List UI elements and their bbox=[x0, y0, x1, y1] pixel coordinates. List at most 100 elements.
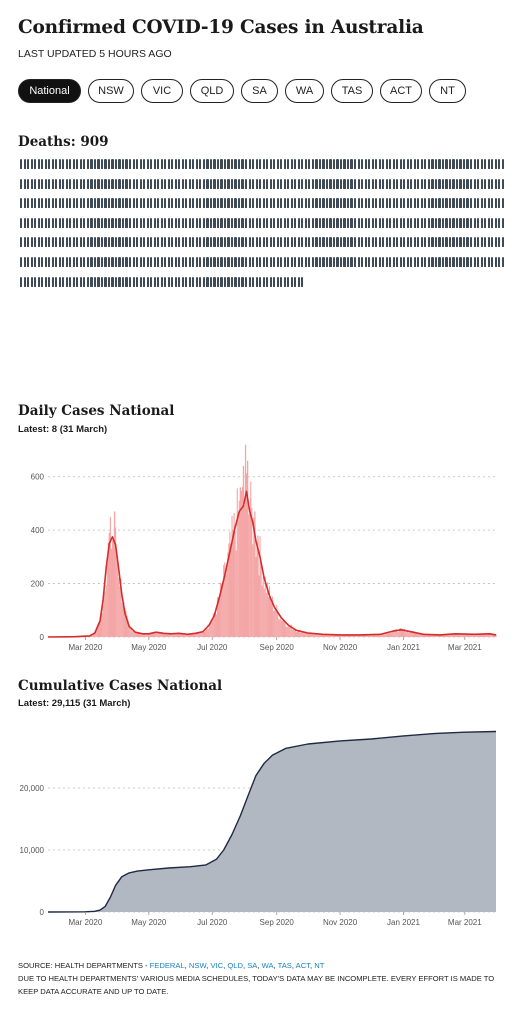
daily-bar bbox=[318, 633, 320, 637]
tab-nt[interactable]: NT bbox=[429, 79, 466, 103]
cumulative-cases-chart: 0 10,000 20,000 Mar 2020 May 2020 Jul 2020 Sep… bbox=[20, 730, 497, 927]
source-link-qld[interactable]: QLD bbox=[227, 961, 243, 970]
person-icon bbox=[174, 256, 177, 267]
person-icon bbox=[128, 276, 132, 287]
person-icon bbox=[41, 276, 44, 287]
daily-bar bbox=[97, 625, 99, 637]
source-prefix: SOURCE: HEALTH DEPARTMENTS - bbox=[18, 961, 150, 970]
daily-bar bbox=[445, 634, 447, 637]
daily-bar bbox=[107, 542, 109, 637]
person-icon bbox=[234, 237, 237, 248]
daily-bar bbox=[381, 633, 383, 637]
person-icon bbox=[297, 198, 300, 209]
person-icon bbox=[62, 217, 65, 228]
person-icon bbox=[280, 159, 283, 169]
person-icon bbox=[93, 237, 97, 248]
tab-sa[interactable]: SA bbox=[241, 79, 278, 103]
person-icon bbox=[76, 198, 79, 209]
person-icon bbox=[83, 256, 86, 267]
person-icon bbox=[160, 237, 163, 248]
person-icon bbox=[23, 198, 26, 209]
person-icon bbox=[448, 178, 452, 189]
daily-bar bbox=[321, 634, 324, 637]
daily-bar bbox=[382, 633, 384, 637]
daily-bar bbox=[260, 561, 262, 637]
tab-wa[interactable]: WA bbox=[285, 79, 324, 103]
person-icon bbox=[93, 256, 97, 267]
person-icon bbox=[150, 178, 153, 189]
person-icon bbox=[308, 198, 311, 209]
person-icon bbox=[37, 217, 40, 228]
person-icon bbox=[199, 276, 202, 287]
person-icon bbox=[431, 217, 434, 228]
person-icon bbox=[329, 198, 332, 209]
person-icon bbox=[252, 178, 255, 189]
person-icon bbox=[111, 237, 114, 248]
daily-bar bbox=[395, 629, 397, 637]
daily-bar bbox=[151, 633, 153, 637]
person-icon bbox=[480, 217, 483, 228]
person-icon bbox=[27, 256, 30, 267]
source-link-nt[interactable]: NT bbox=[314, 961, 325, 970]
daily-bar bbox=[211, 618, 213, 637]
cumulative-latest-text: Latest: 29,115 (31 March) bbox=[18, 698, 131, 709]
person-icon bbox=[41, 237, 44, 248]
person-icon bbox=[276, 256, 279, 267]
person-icon bbox=[220, 217, 223, 228]
person-icon bbox=[72, 198, 75, 209]
source-link-wa[interactable]: WA bbox=[261, 961, 274, 970]
source-link-federal[interactable]: FEDERAL bbox=[149, 961, 185, 970]
source-link-nsw[interactable]: NSW bbox=[188, 961, 207, 970]
person-icon bbox=[164, 198, 167, 209]
person-icon bbox=[100, 256, 104, 267]
person-icon bbox=[65, 178, 68, 189]
daily-bar bbox=[353, 634, 355, 637]
person-icon bbox=[79, 256, 82, 267]
person-icon bbox=[332, 217, 336, 228]
daily-bar bbox=[357, 634, 359, 637]
person-icon bbox=[167, 276, 170, 287]
person-icon bbox=[276, 159, 279, 169]
person-icon bbox=[297, 256, 300, 267]
daily-bar bbox=[244, 444, 247, 637]
person-icon bbox=[230, 217, 234, 228]
person-icon bbox=[69, 237, 72, 248]
person-icon bbox=[269, 159, 272, 169]
person-icon bbox=[48, 159, 51, 169]
tab-vic[interactable]: VIC bbox=[141, 79, 183, 103]
person-icon bbox=[368, 178, 371, 189]
tab-national[interactable]: National bbox=[18, 79, 81, 103]
daily-bar bbox=[214, 612, 216, 637]
daily-bar bbox=[484, 633, 486, 637]
tab-tas[interactable]: TAS bbox=[331, 79, 373, 103]
tab-nsw[interactable]: NSW bbox=[88, 79, 134, 103]
person-icon bbox=[136, 198, 139, 209]
person-icon bbox=[160, 178, 163, 189]
person-icon bbox=[125, 198, 128, 209]
person-icon bbox=[237, 178, 241, 189]
source-link-sa[interactable]: SA bbox=[247, 961, 258, 970]
person-icon bbox=[452, 198, 455, 209]
person-icon bbox=[23, 237, 26, 248]
x-tick-label: Nov 2020 bbox=[323, 643, 358, 652]
source-link-act[interactable]: ACT bbox=[295, 961, 311, 970]
daily-bar bbox=[450, 633, 452, 637]
person-icon bbox=[48, 217, 51, 228]
person-icon bbox=[114, 217, 118, 228]
person-icon bbox=[146, 276, 149, 287]
tab-qld[interactable]: QLD bbox=[190, 79, 234, 103]
daily-bar bbox=[448, 633, 450, 637]
person-icon bbox=[339, 159, 343, 169]
person-icon bbox=[445, 256, 448, 267]
person-icon bbox=[188, 159, 191, 169]
person-icon bbox=[470, 178, 473, 189]
daily-bar bbox=[224, 562, 226, 637]
source-link-vic[interactable]: VIC bbox=[210, 961, 224, 970]
source-link-tas[interactable]: TAS bbox=[277, 961, 292, 970]
person-icon bbox=[164, 159, 167, 169]
person-icon bbox=[230, 159, 234, 169]
daily-bar bbox=[437, 634, 439, 637]
person-icon bbox=[477, 159, 480, 169]
daily-bar bbox=[264, 576, 266, 637]
tab-act[interactable]: ACT bbox=[380, 79, 422, 103]
